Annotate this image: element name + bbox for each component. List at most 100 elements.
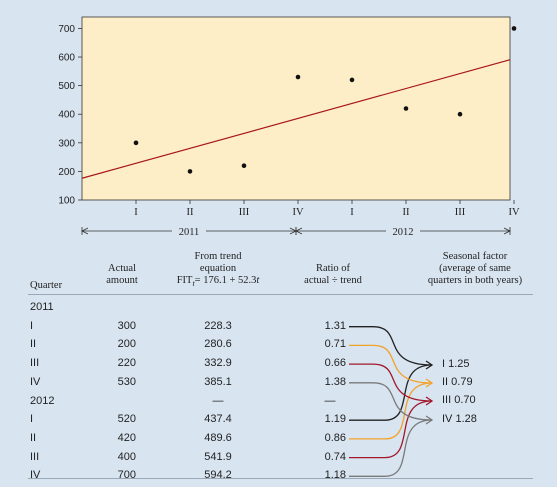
seasonal-header-line2: (average of same [439,263,511,274]
table-rule [28,294,533,295]
connector-arrowhead [425,415,434,425]
trend-cell: 332.9 [204,357,232,370]
y-tick-label: 100 [58,196,75,207]
y-tick-label: 700 [58,24,75,35]
actual-header: Actual amount [96,263,148,287]
quarter-cell: II [30,431,37,444]
trend-eq-rhs: = 176.1 + 52.3 [194,275,257,286]
actual-cell: 530 [117,375,136,388]
x-tick-label: II [187,207,194,218]
trend-eq-lhs: FIT [176,275,193,286]
data-point [457,111,463,117]
connector-arrowhead [425,360,434,370]
data-point [133,140,139,146]
quarter-cell: I [30,319,34,332]
year-ratio-dash: — [324,394,336,407]
trend-header-line2: equation [199,263,237,274]
ratio-connector [349,364,433,421]
x-tick-label: IV [292,207,303,218]
trend-eq-sub: t [192,279,195,289]
trend-cell: 280.6 [204,338,232,351]
actual-cell: 200 [117,338,136,351]
year-bracket-arrow [81,227,89,235]
data-point [349,77,355,83]
y-tick-label: 400 [58,110,75,121]
actual-cell: 300 [117,319,136,332]
actual-cell: 220 [117,357,136,370]
ratio-connector [349,344,433,384]
x-tick-label: IV [508,207,519,218]
seasonal-factor-label: III 0.70 [442,394,476,406]
y-tick-label: 600 [58,53,75,64]
ratio-cell: 1.31 [324,319,346,332]
trend-equation: FITt= 176.1 + 52.3t [158,275,278,290]
quarter-cell: III [30,450,40,463]
ratio-header: Ratio of actual ÷ trend [288,263,378,287]
quarter-header: Quarter [30,280,63,291]
ratio-cell: 0.66 [324,357,346,370]
year-bracket-arrow [295,227,303,235]
data-point [187,169,193,174]
y-tick-label: 200 [58,167,75,178]
ratio-connector [349,400,433,459]
ratio-cell: 0.71 [324,338,346,351]
x-tick-label: I [134,207,138,218]
seasonal-header-line3: quarters in both years) [427,275,523,286]
table-rule [28,478,533,479]
trend-cell: 228.3 [204,319,232,332]
year-label: 2012 [393,227,414,238]
seasonal-factor-label: II 0.79 [442,376,473,388]
quarter-cell: IV [30,469,41,482]
data-point [241,163,247,168]
year-trend-dash: — [212,394,224,407]
x-tick-label: II [403,207,410,218]
y-tick-label: 500 [58,81,75,92]
y-tick-label: 300 [58,138,75,149]
year-row-label: 2011 [30,301,54,313]
quarter-cell: II [30,338,37,351]
data-point [295,74,301,80]
ratio-header-line1: Ratio of [315,263,351,274]
quarter-cell: I [30,413,34,426]
actual-cell: 400 [117,450,136,463]
x-tick-label: III [455,207,466,218]
trend-cell: 385.1 [204,375,232,388]
data-point [511,26,517,31]
ratio-connector [349,419,433,477]
ratio-cell: 1.19 [324,413,346,426]
trend-cell: 437.4 [204,413,232,426]
actual-header-line2: amount [106,275,138,286]
x-tick-label: I [350,207,354,218]
trend-eq-var: t [256,275,260,286]
trend-header: From trend equation FITt= 176.1 + 52.3t [158,251,278,290]
quarter-cell: IV [30,375,41,388]
seasonal-header-line1: Seasonal factor [442,251,508,262]
ratio-connector [349,363,433,402]
trend-cell: 541.9 [204,450,232,463]
seasonal-header: Seasonal factor (average of same quarter… [410,251,540,287]
quarter-cell: III [30,357,40,370]
ratio-connector [349,382,433,421]
trend-cell: 489.6 [204,431,232,444]
data-point [403,106,409,111]
plot-area [81,16,511,201]
actual-header-line1: Actual [108,263,136,274]
seasonal-factor-label: I 1.25 [442,358,470,370]
actual-cell: 700 [117,469,136,482]
ratio-cell: 0.86 [324,431,346,444]
year-row-label: 2012 [30,394,55,407]
connector-arrowhead [425,396,434,406]
trend-line [81,59,511,179]
ratio-cell: 1.38 [324,375,346,388]
x-tick-label: III [239,207,250,218]
connector-arrowhead [425,378,434,388]
trend-header-line1: From trend [194,251,242,262]
year-label: 2011 [179,227,200,238]
actual-cell: 520 [117,413,136,426]
ratio-header-line2: actual ÷ trend [304,275,362,286]
ratio-connector [349,326,433,366]
actual-cell: 420 [117,431,136,444]
year-bracket-arrow [503,227,511,235]
ratio-cell: 0.74 [324,450,346,463]
